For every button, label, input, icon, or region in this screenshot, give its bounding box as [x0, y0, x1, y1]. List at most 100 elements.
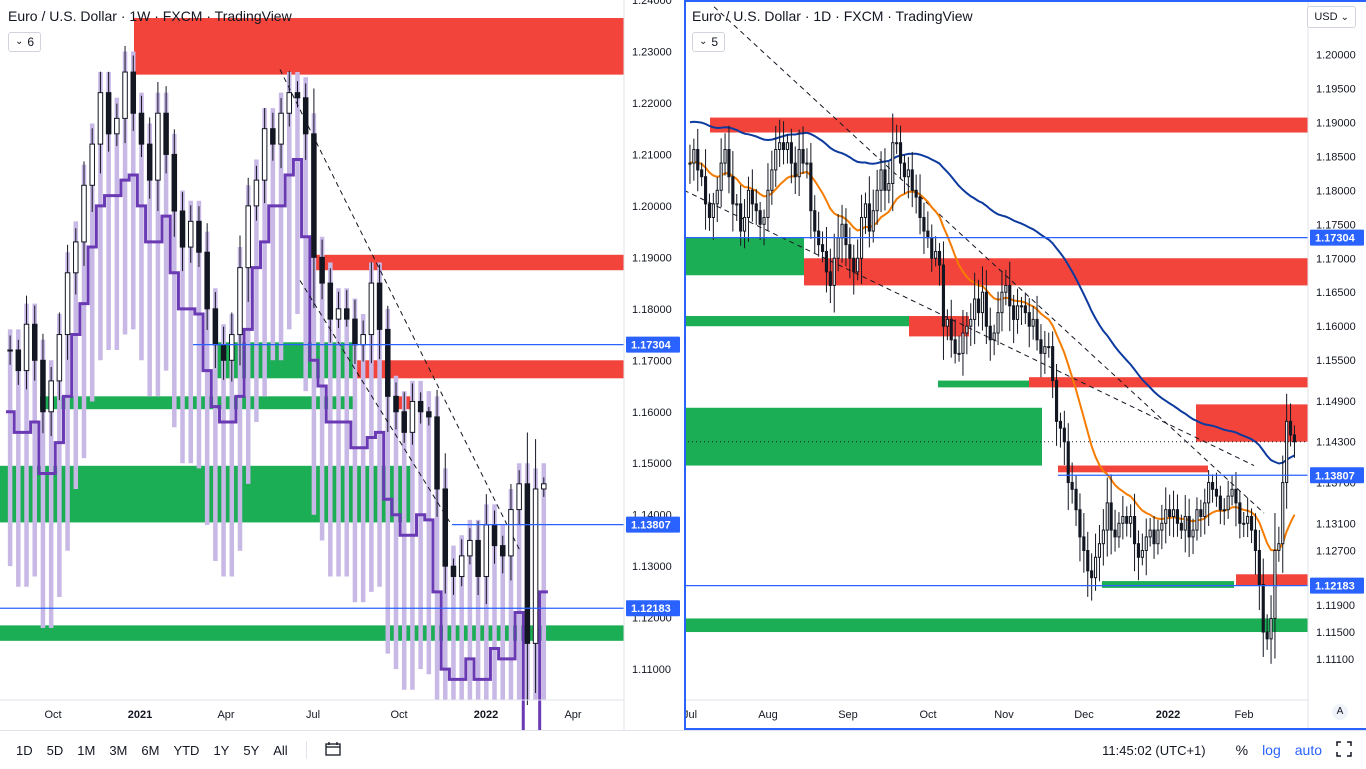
- candle-body: [146, 143, 153, 181]
- candle: [1012, 294, 1016, 344]
- candle: [1230, 475, 1234, 506]
- candle-body: [906, 169, 910, 178]
- candle: [311, 88, 317, 309]
- log-scale-toggle[interactable]: log: [1262, 742, 1281, 758]
- candle-body: [7, 349, 13, 352]
- timeframe-1y[interactable]: 1Y: [213, 742, 230, 758]
- candle: [253, 165, 260, 221]
- candle-body: [499, 545, 506, 557]
- candle: [1156, 519, 1160, 555]
- chevron-down-icon: ⌄: [1340, 12, 1349, 23]
- candle-body: [73, 241, 79, 274]
- daily-chart[interactable]: 1.205001.200001.195001.190001.185001.180…: [684, 0, 1366, 730]
- candle-body: [1043, 346, 1047, 354]
- candle-body: [1183, 516, 1187, 531]
- candle-body: [229, 334, 235, 361]
- candle-body: [1238, 502, 1242, 524]
- candle: [1195, 497, 1199, 541]
- candle-body: [895, 142, 899, 145]
- price-tick-label: 1.21000: [632, 149, 672, 161]
- candle-body: [1148, 529, 1152, 538]
- candle: [941, 241, 946, 360]
- timeframe-6m[interactable]: 6M: [141, 742, 160, 758]
- candle-body: [1242, 522, 1246, 525]
- candle-body: [15, 349, 22, 372]
- candle-body: [984, 291, 988, 327]
- candle-body: [715, 189, 719, 205]
- price-tick-label: 1.17500: [1316, 219, 1356, 231]
- candle-body: [1253, 529, 1258, 551]
- level-tag-label: 1.17304: [631, 340, 672, 352]
- candle-body: [1117, 522, 1121, 538]
- auto-scale-toggle[interactable]: auto: [1294, 742, 1322, 758]
- candle-body: [508, 509, 514, 557]
- clock-readout[interactable]: 11:45:02 (UTC+1): [1102, 742, 1206, 758]
- weekly-chart-pane[interactable]: 1.24000 1.23000 1.22000 1.21000 1.20000 1.190…: [0, 0, 684, 730]
- candle-body: [1121, 516, 1125, 524]
- candle-body: [941, 264, 946, 327]
- timeframe-1d[interactable]: 1D: [16, 742, 33, 758]
- candle: [914, 174, 918, 214]
- candle-body: [723, 149, 727, 164]
- fullscreen-icon[interactable]: [1336, 740, 1352, 760]
- timeframe-1m[interactable]: 1M: [77, 742, 96, 758]
- candle-body: [417, 400, 424, 413]
- candle: [1008, 261, 1012, 332]
- candle-body: [122, 71, 128, 119]
- candle: [774, 125, 778, 187]
- timeframe-3m[interactable]: 3M: [109, 742, 128, 758]
- candle-body: [114, 117, 120, 135]
- candle-body: [746, 189, 751, 218]
- candle-body: [1144, 536, 1148, 551]
- candle-body: [988, 325, 992, 341]
- candle: [155, 81, 161, 211]
- candle: [179, 192, 186, 272]
- level-tag-label: 1.13807: [1315, 470, 1355, 482]
- percent-scale-toggle[interactable]: %: [1235, 742, 1249, 758]
- indicator-toggle[interactable]: ⌄ 5: [692, 32, 726, 52]
- supply-zone: [1058, 465, 1208, 473]
- candle-body: [1082, 536, 1086, 551]
- candle-body: [731, 176, 735, 205]
- candle: [1039, 324, 1043, 378]
- candle-body: [1023, 305, 1027, 314]
- supply-zone: [909, 316, 969, 337]
- candle: [852, 244, 856, 295]
- candle: [754, 188, 758, 225]
- candle: [1117, 512, 1121, 548]
- indicator-toggle[interactable]: ⌄ 6: [8, 32, 42, 52]
- candle-body: [1218, 495, 1222, 511]
- timeframe-5y[interactable]: 5Y: [243, 742, 260, 758]
- candle: [1218, 485, 1222, 525]
- currency-selector[interactable]: USD ⌄: [1307, 6, 1356, 28]
- candle-body: [294, 92, 301, 99]
- candle: [1066, 423, 1070, 511]
- auto-scale-button[interactable]: A: [1332, 704, 1348, 720]
- indicator-count: 6: [27, 35, 35, 49]
- candle-body: [1277, 543, 1281, 551]
- date-range-icon[interactable]: [325, 741, 341, 759]
- candle-body: [23, 323, 30, 372]
- candle: [875, 169, 879, 225]
- weekly-chart[interactable]: 1.24000 1.23000 1.22000 1.21000 1.20000 1.190…: [0, 0, 684, 730]
- candle-body: [785, 142, 790, 151]
- candle: [895, 124, 899, 154]
- candle: [270, 112, 276, 161]
- timeframe-ytd[interactable]: YTD: [173, 742, 200, 758]
- daily-chart-pane[interactable]: 1.205001.200001.195001.190001.185001.180…: [684, 0, 1366, 730]
- candle: [1246, 497, 1250, 538]
- candle-body: [957, 352, 961, 355]
- level-tag-bg: [1310, 229, 1364, 246]
- candle: [785, 134, 790, 164]
- candle-body: [1047, 346, 1051, 349]
- candle-body: [89, 143, 95, 186]
- candle-body: [1101, 529, 1105, 545]
- candle-body: [742, 216, 747, 232]
- timeframe-all[interactable]: All: [273, 742, 288, 758]
- level-tag-bg: [626, 600, 680, 617]
- candle-body: [130, 71, 137, 114]
- price-tick-label: 1.18000: [632, 304, 672, 316]
- candle: [746, 176, 751, 242]
- candle: [48, 366, 54, 437]
- timeframe-5d[interactable]: 5D: [46, 742, 64, 758]
